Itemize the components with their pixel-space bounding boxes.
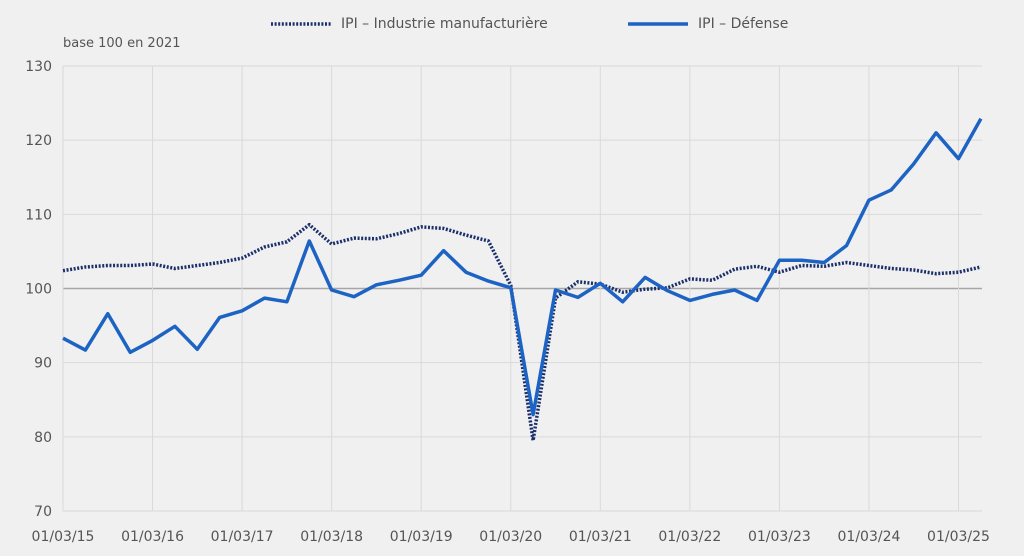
y-tick-label: 130 bbox=[25, 59, 52, 75]
solid-line-swatch-icon bbox=[628, 22, 688, 26]
x-tick-label: 01/03/24 bbox=[838, 529, 901, 545]
x-tick-label: 01/03/15 bbox=[32, 529, 95, 545]
legend-item-defense[interactable]: IPI – Défense bbox=[628, 12, 788, 36]
chart-grid bbox=[62, 65, 982, 512]
x-tick-label: 01/03/23 bbox=[748, 529, 811, 545]
y-axis-unit-label: base 100 en 2021 bbox=[63, 36, 181, 51]
x-tick-label: 01/03/21 bbox=[569, 529, 632, 545]
x-tick-label: 01/03/22 bbox=[658, 529, 721, 545]
x-tick-label: 01/03/18 bbox=[300, 529, 363, 545]
y-tick-label: 120 bbox=[25, 133, 52, 149]
y-tick-label: 100 bbox=[25, 282, 52, 298]
y-axis: 70 80 90 100 110 120 130 bbox=[25, 59, 52, 520]
legend-label-defense: IPI – Défense bbox=[698, 16, 789, 32]
legend-item-manufacturing[interactable]: IPI – Industrie manufacturière bbox=[271, 12, 548, 36]
y-tick-label: 70 bbox=[34, 504, 52, 520]
x-tick-label: 01/03/17 bbox=[211, 529, 274, 545]
legend-label-manufacturing: IPI – Industrie manufacturière bbox=[341, 16, 548, 32]
chart-legend: IPI – Industrie manufacturière IPI – Déf… bbox=[0, 12, 1024, 36]
x-axis: 01/03/15 01/03/16 01/03/17 01/03/18 01/03/19… bbox=[32, 529, 990, 545]
series-line-defense bbox=[62, 117, 983, 417]
x-tick-label: 01/03/25 bbox=[927, 529, 990, 545]
x-tick-label: 01/03/16 bbox=[121, 529, 184, 545]
x-tick-label: 01/03/19 bbox=[390, 529, 453, 545]
chart-series bbox=[62, 117, 983, 443]
series-line-manufacturing bbox=[62, 222, 982, 443]
x-tick-label: 01/03/20 bbox=[479, 529, 542, 545]
y-tick-label: 110 bbox=[25, 207, 52, 223]
y-tick-label: 90 bbox=[34, 356, 52, 372]
dotted-line-swatch-icon bbox=[271, 22, 331, 26]
y-tick-label: 80 bbox=[34, 430, 52, 446]
